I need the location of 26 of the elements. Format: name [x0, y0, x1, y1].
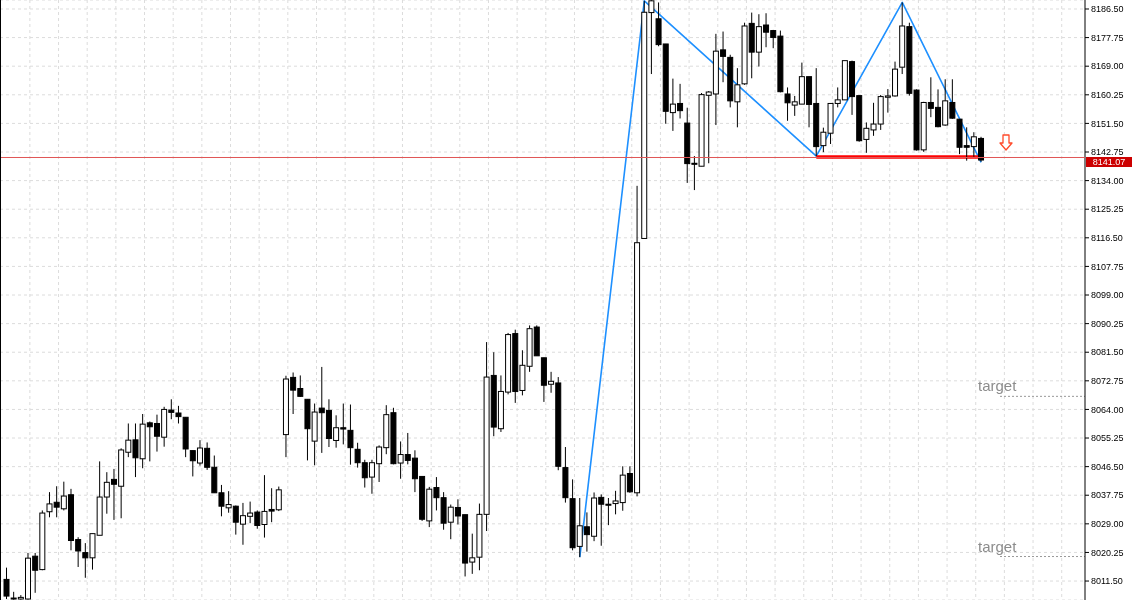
- y-tick-label: 8037.75: [1091, 490, 1124, 501]
- y-tick-label: 8081.50: [1091, 347, 1124, 358]
- y-tick-label: 8029.00: [1091, 519, 1124, 530]
- y-tick-label: 8177.75: [1091, 32, 1124, 43]
- y-tick-label: 8099.00: [1091, 290, 1124, 301]
- y-tick-label: 8169.00: [1091, 61, 1124, 72]
- y-tick-label: 8186.50: [1091, 4, 1124, 15]
- candlestick: [3, 567, 10, 600]
- ref-line-label: 8141.07: [1092, 156, 1126, 167]
- y-tick-label: 8142.75: [1091, 147, 1124, 158]
- y-tick-label: 8134.00: [1091, 175, 1124, 186]
- y-tick-label: 8072.75: [1091, 376, 1124, 387]
- candlestick: [347, 404, 354, 466]
- y-tick-label: 8046.50: [1091, 461, 1124, 472]
- y-tick-label: 8020.25: [1091, 547, 1124, 558]
- y-tick-label: 8090.25: [1091, 318, 1124, 329]
- y-tick-label: 8116.50: [1091, 233, 1123, 243]
- ref-line-label: target: [978, 377, 1018, 395]
- y-tick-label: 8064.00: [1091, 404, 1124, 415]
- y-tick-label: 8055.25: [1091, 433, 1124, 444]
- y-tick-label: 8107.75: [1091, 261, 1124, 272]
- y-tick-label: 8011.50: [1091, 576, 1123, 587]
- ref-line-label: target: [978, 537, 1018, 555]
- y-tick-label: 8125.25: [1091, 204, 1124, 215]
- y-tick-label: 8160.25: [1091, 89, 1124, 100]
- y-tick-label: 8151.50: [1091, 118, 1124, 129]
